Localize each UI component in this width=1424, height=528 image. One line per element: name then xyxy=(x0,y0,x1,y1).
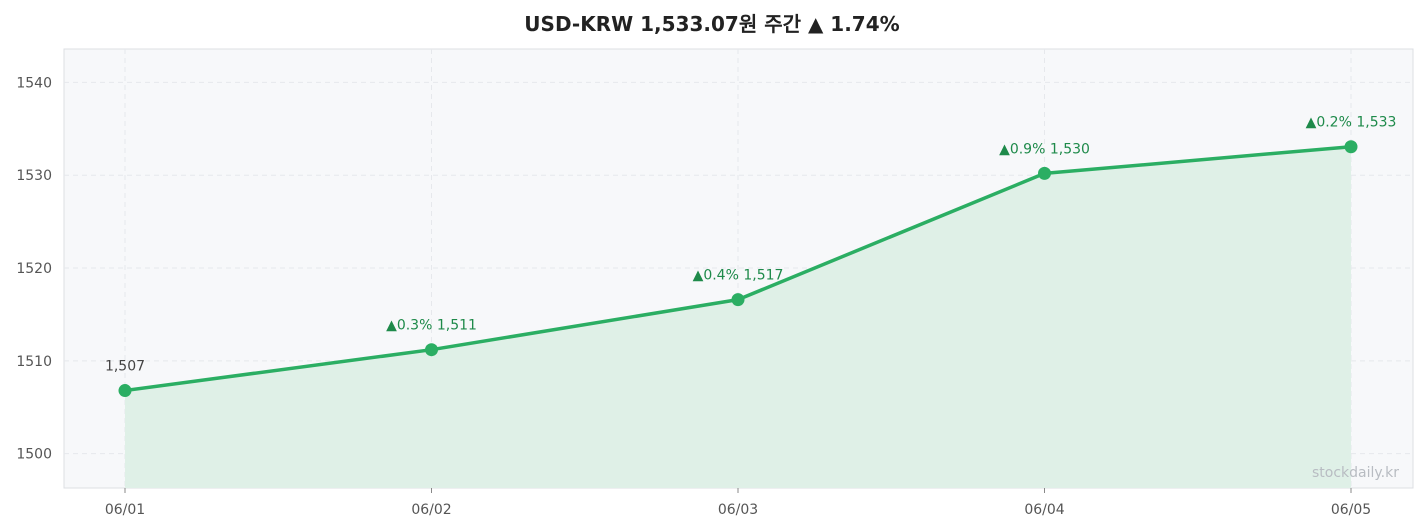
chart-title: USD-KRW 1,533.07원 주간 ▲ 1.74% xyxy=(524,12,900,36)
data-point xyxy=(1038,166,1051,180)
y-tick-label: 1530 xyxy=(16,168,52,184)
x-tick-label: 06/05 xyxy=(1331,502,1371,518)
y-axis: 1500 1510 1520 1530 1540 xyxy=(16,75,52,462)
area-fill xyxy=(125,146,1351,488)
data-points xyxy=(118,140,1358,398)
point-label: ▲0.9% 1,530 xyxy=(999,141,1090,157)
data-point xyxy=(1344,140,1358,154)
y-tick-label: 1500 xyxy=(16,447,52,463)
point-labels: 1,507 ▲0.3% 1,511 ▲0.4% 1,517 ▲0.9% 1,530 ▲0… xyxy=(105,115,1396,375)
point-label: ▲0.4% 1,517 xyxy=(693,268,784,284)
y-tick-label: 1540 xyxy=(16,75,52,91)
point-label: 1,507 xyxy=(105,359,145,375)
x-tick-label: 06/03 xyxy=(718,502,758,518)
y-tick-label: 1510 xyxy=(16,354,52,370)
point-label: ▲0.3% 1,511 xyxy=(386,318,477,334)
data-point xyxy=(731,293,745,307)
point-label: ▲0.2% 1,533 xyxy=(1306,115,1397,131)
y-tick-label: 1520 xyxy=(16,261,52,277)
x-tick-label: 06/02 xyxy=(411,502,451,518)
x-tick-label: 06/01 xyxy=(105,502,145,518)
data-point xyxy=(425,343,438,357)
data-point xyxy=(118,384,132,398)
watermark: stockdaily.kr xyxy=(1312,465,1399,481)
x-axis: 06/01 06/02 06/03 06/04 06/05 xyxy=(105,488,1371,518)
x-tick-label: 06/04 xyxy=(1024,502,1064,518)
